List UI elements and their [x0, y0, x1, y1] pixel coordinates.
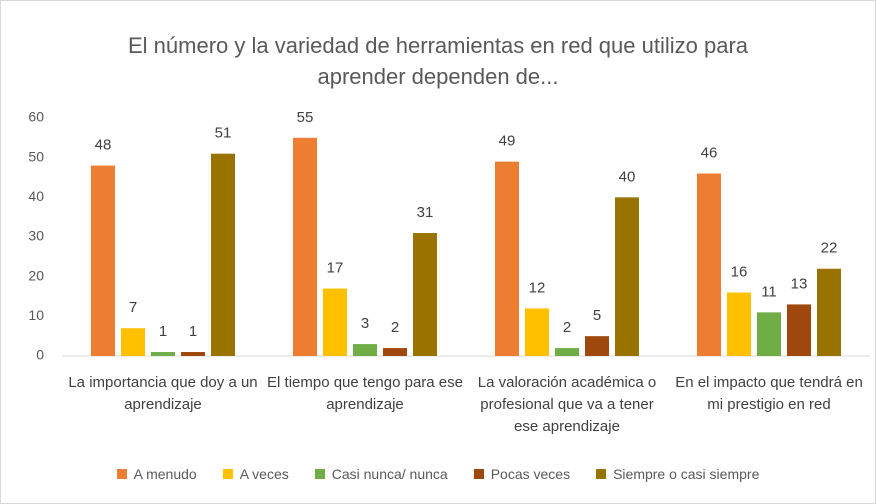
bar [727, 292, 751, 356]
y-tick-label: 40 [28, 188, 44, 204]
x-tick-label: En el impacto que tendrá en mi prestigio… [675, 374, 863, 413]
legend-label: A menudo [133, 466, 197, 482]
legend-item: Casi nunca/ nunca [314, 466, 448, 482]
data-label: 46 [701, 145, 718, 162]
legend-swatch [222, 469, 233, 479]
legend-swatch [314, 469, 325, 479]
data-label: 17 [327, 260, 344, 277]
bar [555, 348, 579, 356]
bar [413, 233, 437, 356]
data-label: 1 [189, 323, 197, 340]
data-label: 55 [297, 109, 314, 126]
legend-item: A veces [222, 466, 289, 482]
data-label: 3 [361, 315, 369, 332]
chart-title: El número y la variedad de herramientas … [127, 33, 749, 89]
bar [91, 165, 115, 356]
y-tick-label: 20 [28, 267, 44, 283]
y-tick-label: 10 [28, 307, 44, 323]
legend-item: Siempre o casi siempre [596, 466, 759, 482]
y-tick-label: 60 [28, 109, 44, 125]
data-label: 48 [95, 137, 112, 154]
data-label: 49 [499, 133, 516, 150]
y-tick-label: 50 [28, 148, 44, 164]
legend-label: A veces [239, 466, 289, 482]
legend-label: Casi nunca/ nunca [331, 466, 448, 482]
bar [817, 268, 841, 356]
legend-swatch [116, 469, 127, 479]
legend-swatch [473, 469, 484, 479]
bar [151, 352, 175, 356]
data-label: 7 [129, 299, 137, 316]
bar [697, 173, 721, 356]
data-label: 16 [731, 264, 748, 281]
bar [787, 304, 811, 356]
data-label: 40 [619, 168, 636, 185]
bar [323, 288, 347, 356]
legend-label: Siempre o casi siempre [613, 466, 760, 482]
legend-label: Pocas veces [490, 466, 571, 482]
legend: A menudo A veces Casi nunca/ nunca Pocas ve… [0, 466, 876, 482]
data-label: 13 [791, 275, 808, 292]
bar [383, 348, 407, 356]
legend-swatch [596, 469, 607, 479]
x-tick-label: La valoración académica o profesional qu… [477, 374, 657, 435]
bar [525, 308, 549, 356]
legend-item: Pocas veces [473, 466, 571, 482]
data-label: 5 [593, 307, 601, 324]
bar [181, 352, 205, 356]
bar [353, 344, 377, 356]
data-label: 51 [215, 125, 232, 142]
bar [757, 312, 781, 356]
data-label: 22 [821, 240, 838, 257]
data-label: 31 [417, 204, 434, 221]
data-label: 2 [563, 319, 571, 336]
x-tick-label: La importancia que doy a un aprendizaje [68, 374, 258, 413]
data-label: 12 [529, 279, 546, 296]
bar [615, 197, 639, 356]
bar [495, 161, 519, 356]
data-label: 1 [159, 323, 167, 340]
data-label: 11 [761, 283, 777, 300]
y-tick-label: 0 [36, 347, 44, 363]
data-label: 2 [391, 319, 399, 336]
legend-item: A menudo [116, 466, 197, 482]
bar [121, 328, 145, 356]
bar [211, 153, 235, 356]
bar [585, 336, 609, 356]
bar [293, 137, 317, 356]
y-tick-label: 30 [28, 228, 44, 244]
x-tick-label: El tiempo que tengo para ese aprendizaje [267, 374, 463, 413]
